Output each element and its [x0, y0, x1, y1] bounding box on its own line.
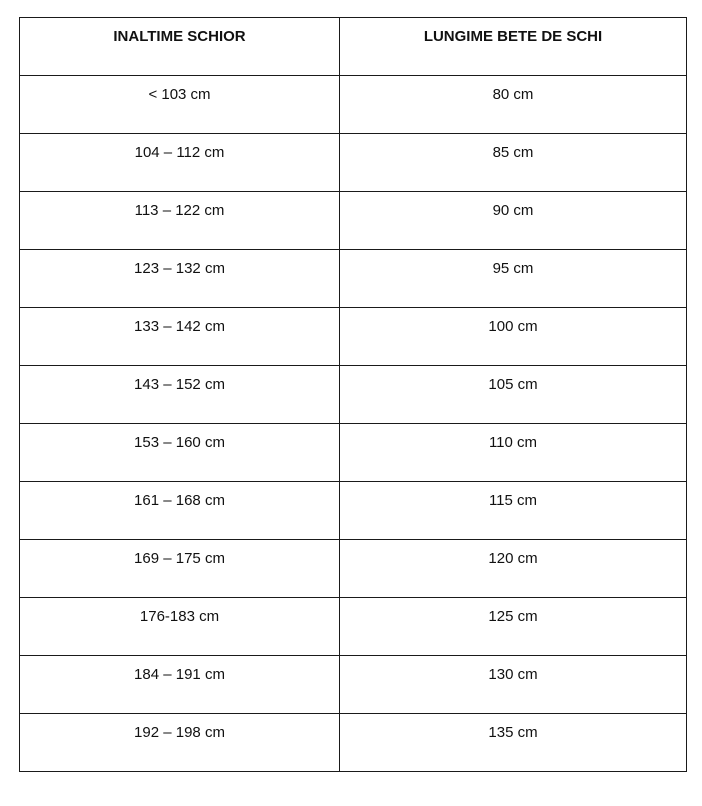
pole-length-cell: 120 cm: [339, 539, 687, 598]
header-row: INALTIME SCHIOR LUNGIME BETE DE SCHI: [19, 17, 687, 76]
pole-length-cell: 135 cm: [339, 713, 687, 772]
skier-height-cell: 169 – 175 cm: [19, 539, 340, 598]
table-body: < 103 cm 80 cm 104 – 112 cm 85 cm 113 – 122 …: [19, 75, 687, 772]
pole-length-cell: 85 cm: [339, 133, 687, 192]
skier-height-cell: 192 – 198 cm: [19, 713, 340, 772]
skier-height-cell: 104 – 112 cm: [19, 133, 340, 192]
table-row: 153 – 160 cm 110 cm: [19, 423, 687, 482]
pole-length-cell: 105 cm: [339, 365, 687, 424]
skier-height-cell: 123 – 132 cm: [19, 249, 340, 308]
table-row: 113 – 122 cm 90 cm: [19, 191, 687, 250]
pole-length-cell: 95 cm: [339, 249, 687, 308]
table-row: 192 – 198 cm 135 cm: [19, 713, 687, 772]
table-row: 169 – 175 cm 120 cm: [19, 539, 687, 598]
pole-length-cell: 125 cm: [339, 597, 687, 656]
table-row: 123 – 132 cm 95 cm: [19, 249, 687, 308]
skier-height-cell: 143 – 152 cm: [19, 365, 340, 424]
pole-length-cell: 80 cm: [339, 75, 687, 134]
skier-height-cell: 176-183 cm: [19, 597, 340, 656]
table-row: 161 – 168 cm 115 cm: [19, 481, 687, 540]
pole-length-cell: 115 cm: [339, 481, 687, 540]
header-skier-height: INALTIME SCHIOR: [19, 17, 340, 76]
table-row: 176-183 cm 125 cm: [19, 597, 687, 656]
skier-height-cell: 161 – 168 cm: [19, 481, 340, 540]
table-row: < 103 cm 80 cm: [19, 75, 687, 134]
pole-length-cell: 110 cm: [339, 423, 687, 482]
skier-height-cell: < 103 cm: [19, 75, 340, 134]
pole-length-cell: 130 cm: [339, 655, 687, 714]
pole-length-cell: 100 cm: [339, 307, 687, 366]
skier-height-cell: 184 – 191 cm: [19, 655, 340, 714]
skier-height-cell: 113 – 122 cm: [19, 191, 340, 250]
ski-pole-size-table: INALTIME SCHIOR LUNGIME BETE DE SCHI < 1…: [19, 17, 687, 772]
pole-length-cell: 90 cm: [339, 191, 687, 250]
skier-height-cell: 133 – 142 cm: [19, 307, 340, 366]
table-row: 143 – 152 cm 105 cm: [19, 365, 687, 424]
table-row: 104 – 112 cm 85 cm: [19, 133, 687, 192]
table-row: 184 – 191 cm 130 cm: [19, 655, 687, 714]
skier-height-cell: 153 – 160 cm: [19, 423, 340, 482]
table-row: 133 – 142 cm 100 cm: [19, 307, 687, 366]
header-pole-length: LUNGIME BETE DE SCHI: [339, 17, 687, 76]
